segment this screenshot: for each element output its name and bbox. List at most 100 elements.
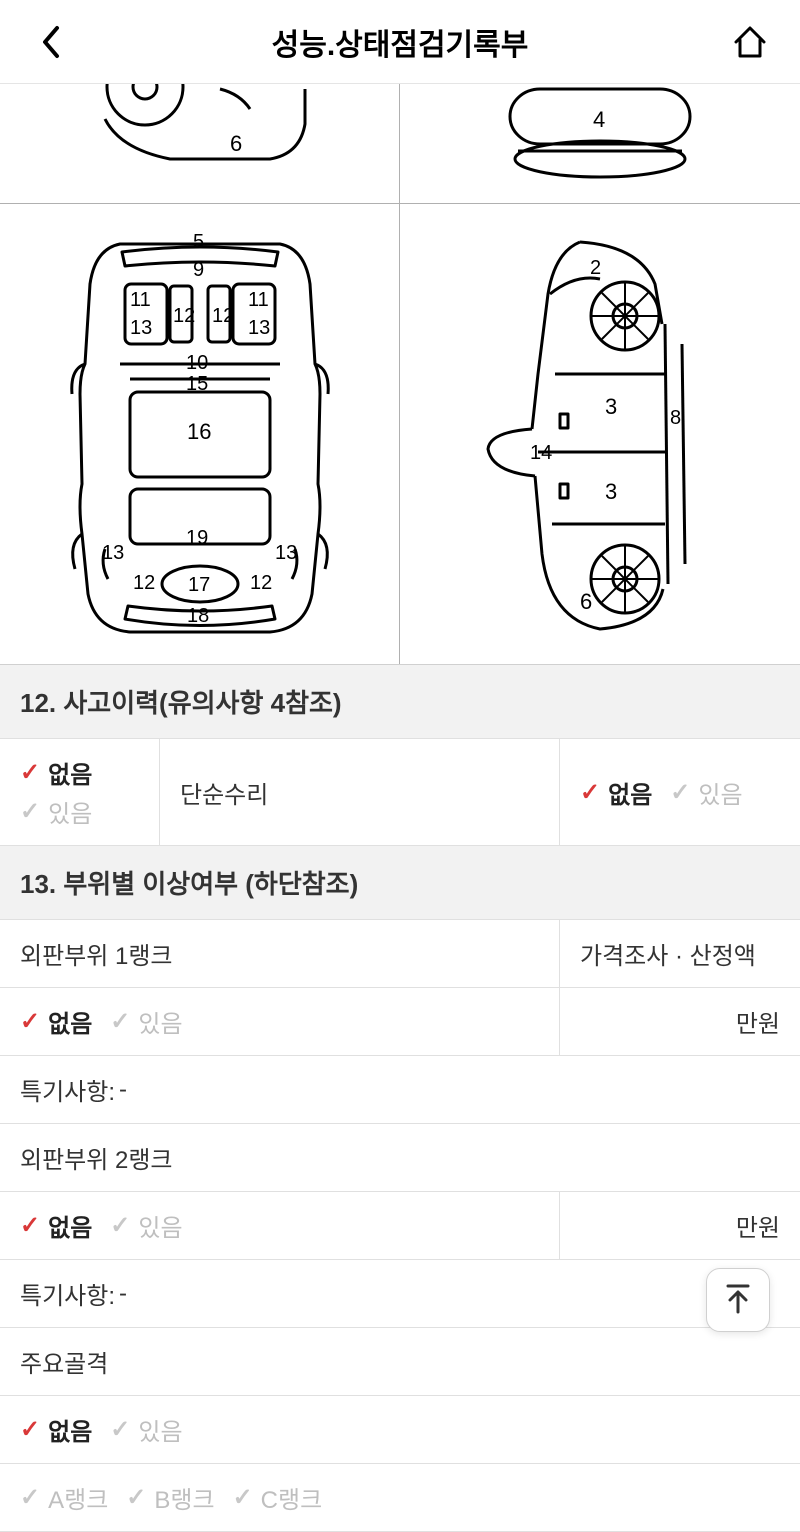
check-icon: ✓ [233, 1483, 253, 1512]
svg-text:3: 3 [605, 394, 617, 419]
diagram-bottom-left: 5 9 11 12 12 11 13 13 10 15 16 19 13 13 … [0, 204, 400, 664]
note2-value: - [119, 1280, 127, 1308]
rank-sub-row: ✓ A랭크 ✓ B랭크 ✓ C랭크 [0, 1464, 800, 1532]
main-content: 6 4 [0, 84, 800, 1532]
diagram-label: 4 [593, 107, 605, 132]
option-label: 없음 [48, 755, 92, 790]
mainframe-header-row: 주요골격 [0, 1328, 800, 1396]
option-label: C랭크 [261, 1480, 323, 1515]
diagram-label: 6 [230, 131, 242, 156]
accident-none-option[interactable]: ✓ 없음 [20, 755, 92, 790]
diagram-top-right: 4 [400, 84, 800, 204]
svg-text:9: 9 [193, 259, 204, 281]
scroll-to-top-button[interactable] [706, 1268, 770, 1332]
svg-text:6: 6 [580, 589, 592, 614]
option-label: 없음 [608, 775, 652, 810]
option-label: 있음 [138, 1412, 182, 1447]
option-label: 없음 [48, 1412, 92, 1447]
svg-text:14: 14 [530, 442, 552, 464]
check-icon: ✓ [110, 1007, 130, 1036]
section-12-row: ✓ 없음 ✓ 있음 단순수리 ✓ 없음 ✓ 있음 [0, 739, 800, 846]
note1-value: - [119, 1076, 127, 1104]
back-button[interactable] [30, 22, 70, 62]
price-label: 가격조사 · 산정액 [560, 920, 800, 987]
rank1-yes-option[interactable]: ✓ 있음 [110, 1004, 182, 1039]
check-icon: ✓ [20, 1483, 40, 1512]
check-icon: ✓ [670, 778, 690, 807]
check-icon: ✓ [20, 1211, 40, 1240]
check-icon: ✓ [20, 758, 40, 787]
svg-text:12: 12 [212, 305, 234, 327]
svg-text:16: 16 [187, 419, 211, 444]
page-title: 성능.상태점검기록부 [70, 20, 730, 64]
option-label: 있음 [138, 1208, 182, 1243]
mainframe-yes-option[interactable]: ✓ 있음 [110, 1412, 182, 1447]
svg-text:13: 13 [102, 542, 124, 564]
check-icon: ✓ [580, 778, 600, 807]
rank1-header-row: 외판부위 1랭크 가격조사 · 산정액 [0, 920, 800, 988]
svg-text:3: 3 [605, 479, 617, 504]
option-label: 있음 [138, 1004, 182, 1039]
svg-text:5: 5 [193, 231, 204, 253]
rank2-label: 외판부위 2랭크 [0, 1124, 800, 1191]
section-12-header: 12. 사고이력(유의사항 4참조) [0, 665, 800, 739]
svg-text:11: 11 [130, 289, 151, 311]
svg-text:18: 18 [187, 605, 209, 627]
home-icon [732, 24, 768, 60]
svg-text:12: 12 [173, 305, 195, 327]
svg-text:11: 11 [248, 289, 269, 311]
rank2-header-row: 외판부위 2랭크 [0, 1124, 800, 1192]
accident-yes-option[interactable]: ✓ 있음 [20, 794, 92, 829]
app-header: 성능.상태점검기록부 [0, 0, 800, 84]
svg-text:12: 12 [133, 572, 155, 594]
diagram-bottom-right: 2 3 8 14 3 6 [400, 204, 800, 664]
svg-text:17: 17 [188, 574, 210, 596]
rank-b-option[interactable]: ✓ B랭크 [126, 1480, 214, 1515]
option-label: 있음 [48, 794, 92, 829]
mainframe-none-option[interactable]: ✓ 없음 [20, 1412, 92, 1447]
note1-label: 특기사항: [20, 1072, 115, 1107]
rank2-price: 만원 [560, 1192, 800, 1259]
diagram-top-left: 6 [0, 84, 400, 204]
mainframe-value-row: ✓ 없음 ✓ 있음 [0, 1396, 800, 1464]
home-button[interactable] [730, 22, 770, 62]
repair-none-option[interactable]: ✓ 없음 [580, 775, 652, 810]
check-icon: ✓ [110, 1415, 130, 1444]
note2-label: 특기사항: [20, 1276, 115, 1311]
svg-text:13: 13 [130, 317, 152, 339]
simple-repair-label: 단순수리 [160, 739, 560, 845]
option-label: 없음 [48, 1004, 92, 1039]
check-icon: ✓ [20, 1007, 40, 1036]
svg-text:13: 13 [248, 317, 270, 339]
rank2-none-option[interactable]: ✓ 없음 [20, 1208, 92, 1243]
note2-row: 특기사항: - [0, 1260, 800, 1328]
rank1-value-row: ✓ 없음 ✓ 있음 만원 [0, 988, 800, 1056]
svg-text:2: 2 [590, 257, 601, 279]
mainframe-label: 주요골격 [0, 1328, 800, 1395]
check-icon: ✓ [126, 1483, 146, 1512]
svg-text:12: 12 [250, 572, 272, 594]
section-13-header: 13. 부위별 이상여부 (하단참조) [0, 846, 800, 920]
rank1-none-option[interactable]: ✓ 없음 [20, 1004, 92, 1039]
option-label: 없음 [48, 1208, 92, 1243]
svg-text:15: 15 [186, 373, 208, 395]
car-diagram-grid: 6 4 [0, 84, 800, 665]
check-icon: ✓ [20, 1415, 40, 1444]
chevron-left-icon [39, 24, 61, 60]
check-icon: ✓ [110, 1211, 130, 1240]
check-icon: ✓ [20, 797, 40, 826]
rank-a-option[interactable]: ✓ A랭크 [20, 1480, 108, 1515]
rank1-label: 외판부위 1랭크 [0, 920, 560, 987]
note1-row: 특기사항: - [0, 1056, 800, 1124]
arrow-up-icon [724, 1284, 752, 1316]
svg-text:10: 10 [186, 352, 208, 374]
rank-c-option[interactable]: ✓ C랭크 [233, 1480, 323, 1515]
repair-yes-option[interactable]: ✓ 있음 [670, 775, 742, 810]
rank2-value-row: ✓ 없음 ✓ 있음 만원 [0, 1192, 800, 1260]
option-label: A랭크 [48, 1480, 108, 1515]
rank1-price: 만원 [560, 988, 800, 1055]
svg-text:8: 8 [670, 407, 681, 429]
rank2-yes-option[interactable]: ✓ 있음 [110, 1208, 182, 1243]
svg-text:13: 13 [275, 542, 297, 564]
option-label: 있음 [698, 775, 742, 810]
